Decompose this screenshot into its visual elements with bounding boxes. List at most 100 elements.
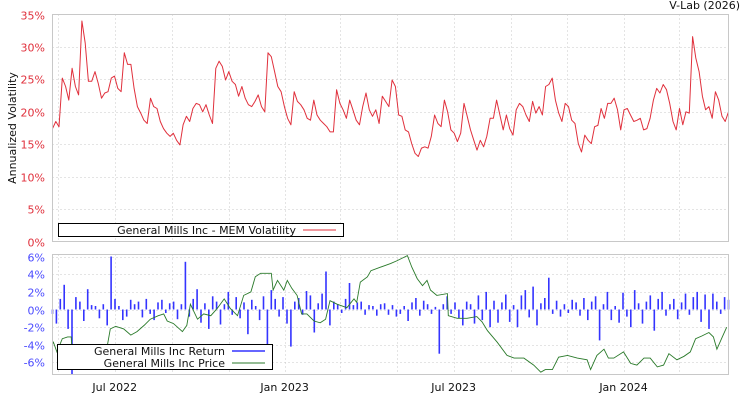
- return-bar: [294, 301, 296, 310]
- return-bar: [141, 309, 144, 318]
- return-bar: [149, 309, 151, 314]
- return-bar: [364, 309, 366, 315]
- return-bar: [157, 302, 159, 310]
- return-bar: [532, 286, 534, 310]
- return-bar: [356, 302, 359, 310]
- return-bar: [274, 298, 276, 310]
- return-bar: [505, 294, 507, 310]
- return-bar: [309, 295, 312, 310]
- return-bar: [243, 302, 245, 310]
- return-bar: [110, 256, 112, 310]
- returns-panel: -6%-4%-2%0%2%4%6% Jul 2022 Jan 2023 Jul 20…: [24, 252, 730, 394]
- return-bar: [665, 309, 667, 316]
- return-bar: [98, 309, 101, 319]
- return-bar: [419, 309, 421, 316]
- return-bar: [598, 309, 601, 341]
- return-bar: [415, 298, 417, 310]
- return-bar: [637, 303, 640, 310]
- return-bar: [723, 297, 726, 310]
- return-bar: [680, 302, 683, 310]
- return-bar: [524, 290, 527, 310]
- return-bar: [583, 298, 585, 310]
- return-bar: [239, 309, 241, 319]
- return-bar: [575, 302, 577, 310]
- return-bar: [528, 309, 530, 318]
- return-bar: [673, 298, 675, 310]
- return-bar: [196, 289, 198, 310]
- return-bar: [153, 309, 155, 321]
- returns-y-tick-label: -4%: [24, 340, 45, 353]
- return-bar: [704, 294, 706, 310]
- return-bar: [622, 292, 624, 310]
- returns-y-tick-label: 4%: [28, 269, 45, 282]
- return-bar: [395, 309, 398, 317]
- return-bar: [442, 304, 445, 310]
- return-bar: [649, 295, 652, 310]
- return-bar: [360, 301, 362, 310]
- return-bar: [540, 303, 542, 310]
- return-bar: [266, 309, 269, 345]
- return-bar: [325, 271, 327, 310]
- volatility-y-tick-label: 15%: [21, 139, 45, 152]
- return-bar: [301, 309, 304, 315]
- return-bar: [559, 309, 562, 317]
- return-bar: [67, 309, 69, 329]
- return-bar: [180, 304, 183, 310]
- return-bar: [454, 302, 456, 310]
- return-bar: [219, 309, 222, 325]
- return-bar: [716, 301, 718, 310]
- return-bar: [133, 304, 136, 310]
- legend-return-label: General Mills Inc Return: [94, 345, 225, 358]
- return-bar: [403, 306, 405, 310]
- returns-y-tick-label: 2%: [28, 287, 45, 300]
- return-bar: [481, 309, 484, 321]
- return-bar: [508, 309, 511, 322]
- return-bar: [590, 301, 593, 310]
- return-bar: [251, 299, 253, 310]
- legend-volatility-label: General Mills Inc - MEM Volatility: [117, 224, 296, 237]
- return-bar: [657, 298, 659, 310]
- return-bar: [340, 309, 343, 313]
- return-bar: [512, 305, 515, 310]
- return-bar: [391, 305, 394, 310]
- return-bar: [235, 297, 237, 310]
- return-bar: [94, 306, 97, 310]
- return-bar: [290, 309, 292, 347]
- return-bar: [661, 291, 663, 310]
- return-bar: [633, 290, 636, 310]
- volatility-y-ticks: 0% 5% 10% 15% 20% 25% 30% 35%: [21, 10, 45, 250]
- return-bar: [719, 309, 722, 314]
- return-bar: [407, 309, 409, 321]
- return-bar: [258, 309, 261, 321]
- return-bar: [333, 301, 335, 310]
- returns-plot-frame: [52, 254, 729, 375]
- return-bar: [247, 309, 249, 335]
- volatility-series-line: [52, 20, 729, 157]
- return-bar: [79, 301, 81, 310]
- return-bar: [55, 309, 58, 324]
- volatility-y-tick-label: 20%: [21, 107, 45, 120]
- volatility-y-tick-label: 0%: [28, 237, 45, 250]
- volatility-legend: General Mills Inc - MEM Volatility: [58, 223, 344, 237]
- return-bar: [90, 305, 93, 310]
- x-tick-label: Jul 2022: [91, 381, 137, 394]
- return-bar: [86, 289, 89, 310]
- return-bar: [485, 291, 487, 310]
- return-bar: [618, 309, 620, 323]
- return-bar: [614, 306, 616, 310]
- x-tick-label: Jul 2023: [430, 381, 476, 394]
- return-bar: [372, 306, 374, 310]
- return-bar: [286, 309, 288, 324]
- return-bar: [536, 309, 538, 326]
- legend-price-label: General Mills Inc Price: [104, 357, 226, 370]
- return-bar: [145, 298, 148, 310]
- return-bar: [376, 309, 378, 316]
- return-bar: [645, 301, 648, 310]
- return-bar: [438, 309, 441, 354]
- return-bar: [555, 300, 558, 310]
- returns-y-ticks: -6% -4% -2% 0% 2% 4% 6%: [24, 252, 45, 370]
- return-bar: [223, 304, 226, 310]
- return-bar: [493, 300, 495, 310]
- return-bar: [305, 291, 308, 310]
- return-bar: [712, 293, 714, 310]
